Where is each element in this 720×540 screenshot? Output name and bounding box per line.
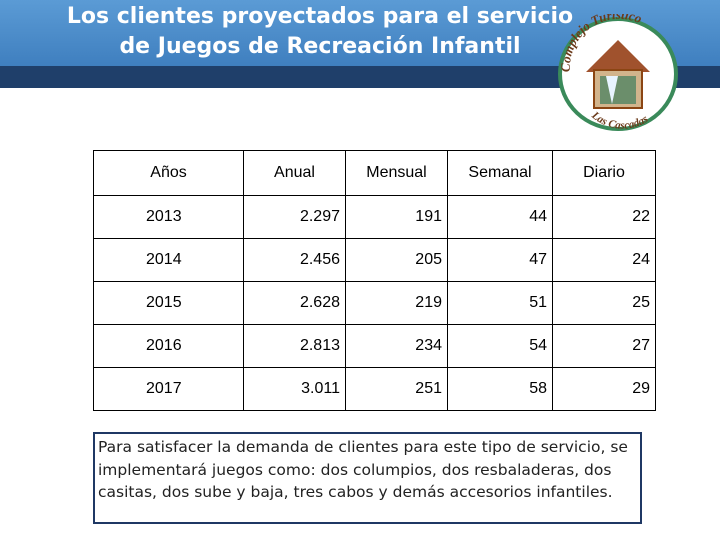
logo: Complejo Turístico Las Cascadas [558, 14, 678, 132]
column-header: Semanal [447, 150, 553, 196]
table-cell: 22 [552, 195, 656, 239]
column-header: Diario [552, 150, 656, 196]
header-band [0, 66, 720, 88]
table-cell: 2.456 [243, 238, 346, 282]
title: Los clientes proyectados para el servici… [20, 2, 620, 62]
title-line: de Juegos de Recreación Infantil [119, 34, 521, 59]
table-cell: 2.813 [243, 324, 346, 368]
table-cell: 27 [552, 324, 656, 368]
table-cell: 58 [447, 367, 553, 411]
table-row: 2013 2.297 191 44 22 [93, 195, 656, 239]
table-cell: 2014 [93, 238, 244, 282]
title-line: Los clientes proyectados para el servici… [66, 4, 574, 29]
header-row: Años Anual Mensual Semanal Diario [93, 150, 656, 196]
table-cell: 234 [345, 324, 448, 368]
table-cell: 54 [447, 324, 553, 368]
data-table: Años Anual Mensual Semanal Diario 2013 2.297 1… [93, 150, 656, 411]
table-cell: 24 [552, 238, 656, 282]
column-header: Anual [243, 150, 346, 196]
table-cell: 3.011 [243, 367, 346, 411]
table-cell: 2017 [93, 367, 244, 411]
table-cell: 219 [345, 281, 448, 325]
table-cell: 205 [345, 238, 448, 282]
table-cell: 2013 [93, 195, 244, 239]
table-row: 2014 2.456 205 47 24 [93, 238, 656, 282]
table-cell: 29 [552, 367, 656, 411]
table-cell: 2015 [93, 281, 244, 325]
table-cell: 44 [447, 195, 553, 239]
note-box: Para satisfacer la demanda de clientes p… [93, 432, 642, 524]
table-cell: 25 [552, 281, 656, 325]
table-cell: 47 [447, 238, 553, 282]
column-header: Años [93, 150, 244, 196]
table-cell: 2016 [93, 324, 244, 368]
table-cell: 2.297 [243, 195, 346, 239]
table-row: 2015 2.628 219 51 25 [93, 281, 656, 325]
table-cell: 51 [447, 281, 553, 325]
table-row: 2017 3.011 251 58 29 [93, 367, 656, 411]
table-cell: 251 [345, 367, 448, 411]
table-row: 2016 2.813 234 54 27 [93, 324, 656, 368]
column-header: Mensual [345, 150, 448, 196]
table-cell: 2.628 [243, 281, 346, 325]
table-body: 2013 2.297 191 44 22 2014 2.456 205 47 24 2015 2.62… [93, 195, 656, 411]
table-cell: 191 [345, 195, 448, 239]
